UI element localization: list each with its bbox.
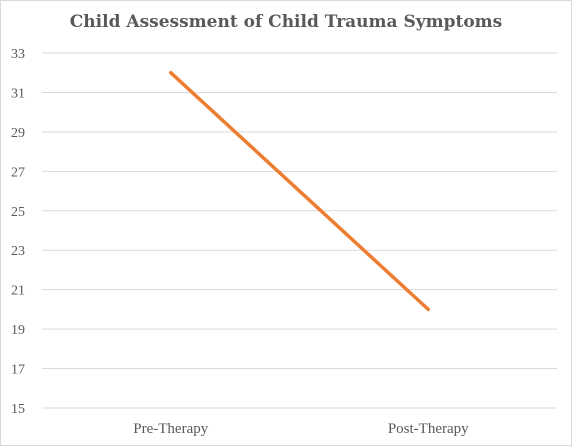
y-tick-label-21: 21 <box>11 284 25 299</box>
y-tick-label-29: 29 <box>11 126 25 141</box>
y-tick-label-25: 25 <box>11 205 25 220</box>
chart-title: Child Assessment of Child Trauma Symptom… <box>69 12 503 32</box>
y-tick-label-15: 15 <box>11 402 25 417</box>
y-tick-label-31: 31 <box>11 86 25 101</box>
y-tick-label-23: 23 <box>11 244 25 259</box>
y-tick-label-19: 19 <box>11 323 25 338</box>
x-tick-label-0: Pre-Therapy <box>133 421 208 437</box>
x-tick-label-1: Post-Therapy <box>388 421 469 437</box>
y-tick-label-27: 27 <box>11 165 25 180</box>
y-tick-label-17: 17 <box>11 363 25 378</box>
y-tick-label-33: 33 <box>11 47 25 62</box>
series-line-0 <box>169 70 430 312</box>
